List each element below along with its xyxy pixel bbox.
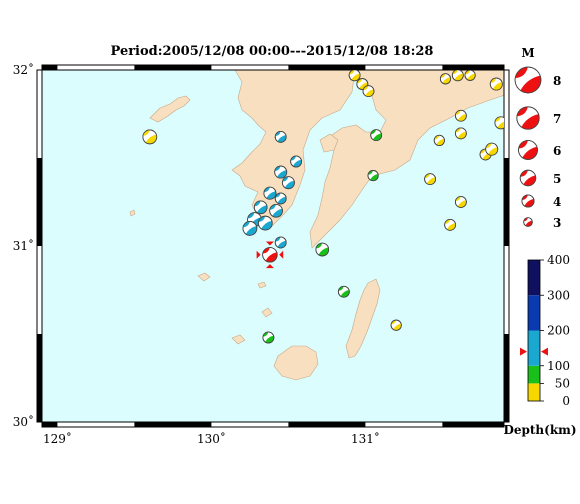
axis-tick-labels: 129˚ 130˚ 131˚ 32˚ 31˚ 30˚ [13, 62, 380, 446]
events-layer [142, 70, 504, 344]
magnitude-legend-symbol [521, 194, 535, 208]
earthquake-event [367, 170, 379, 182]
depth-legend-title: Depth(km) [503, 423, 576, 437]
earthquake-event [454, 196, 467, 208]
event-marker-bottom [265, 264, 274, 269]
magnitude-legend-symbol [523, 217, 533, 227]
earthquake-event [337, 285, 350, 298]
earthquake-event [262, 331, 275, 344]
earthquake-event [362, 85, 375, 98]
earthquake-event [263, 186, 277, 200]
depth-color-segment [528, 383, 540, 401]
small-island-5 [129, 209, 136, 217]
earthquake-event [464, 70, 476, 81]
magnitude-legend-symbol [519, 169, 537, 187]
earthquake-event [390, 319, 402, 331]
depth-indicator-right [541, 347, 548, 356]
earthquake-event [454, 109, 467, 122]
earthquake-event [494, 116, 504, 130]
small-island-3 [231, 334, 246, 345]
earthquake-event [315, 242, 330, 257]
earthquake-event [439, 73, 452, 85]
depth-tick-label: 100 [547, 359, 570, 373]
earthquake-event [242, 221, 258, 236]
sakurajima [319, 133, 339, 153]
earthquake-event [370, 129, 383, 142]
yakushima [273, 345, 319, 381]
earthquake-event [281, 176, 295, 190]
earthquake-event [489, 77, 503, 91]
earthquake-event [454, 127, 467, 140]
magnitude-legend-symbol [518, 140, 538, 160]
magnitude-legend-label: 5 [553, 172, 561, 186]
depth-tick-label: 300 [547, 288, 570, 302]
event-marker-top [265, 241, 274, 246]
map-frame [36, 64, 510, 428]
magnitude-legend-title: M [521, 46, 534, 60]
depth-color-segment [528, 260, 540, 296]
depth-color-segment [528, 295, 540, 331]
magnitude-legend-label: 6 [553, 144, 561, 158]
event-marker-right [279, 250, 284, 259]
earthquake-event [451, 70, 464, 82]
earthquake-event [274, 236, 287, 249]
depth-legend: Depth(km) 400 300 200 100 50 0 [503, 253, 576, 437]
magnitude-legend-symbol [516, 106, 540, 130]
depth-indicator-left [520, 347, 527, 356]
lon-tick-label: 129˚ [43, 431, 72, 446]
lat-tick-label: 31˚ [13, 238, 34, 253]
earthquake-event [274, 165, 288, 179]
earthquake-event [274, 192, 287, 205]
earthquake-event [253, 200, 268, 215]
depth-tick-label: 50 [555, 376, 570, 390]
magnitude-legend-symbol [514, 66, 542, 94]
earthquake-event [348, 70, 361, 82]
small-island-4 [261, 307, 273, 318]
earthquake-event [444, 218, 457, 231]
magnitude-legend-label: 8 [553, 74, 561, 88]
magnitude-legend-label: 4 [553, 195, 561, 209]
lat-tick-label: 32˚ [13, 62, 34, 77]
current-earthquake-event [262, 247, 278, 263]
depth-tick-label: 200 [547, 324, 570, 338]
lat-tick-label: 30˚ [13, 414, 34, 429]
magnitude-legend-label: 7 [553, 112, 561, 126]
small-island-2 [257, 281, 267, 289]
earthquake-event [290, 155, 303, 168]
satsuma-peninsula [231, 70, 356, 227]
koshikijima [149, 95, 191, 123]
small-island-1 [197, 272, 211, 282]
tanegashima [345, 278, 381, 359]
earthquake-event [269, 204, 283, 218]
magnitude-legend-label: 3 [553, 216, 561, 230]
earthquake-event [142, 129, 158, 145]
earthquake-event [424, 173, 436, 186]
lon-tick-label: 130˚ [197, 431, 226, 446]
depth-color-segment [528, 365, 540, 384]
earthquake-event [257, 215, 273, 231]
earthquake-event [274, 130, 287, 143]
lon-tick-label: 131˚ [351, 431, 380, 446]
magnitude-legend: M 8 7 6 5 4 3 [514, 46, 561, 230]
earthquake-event [433, 134, 445, 146]
depth-color-segment [528, 330, 540, 366]
event-marker-left [256, 250, 261, 259]
depth-tick-label: 0 [562, 394, 570, 408]
map-title: Period:2005/12/08 00:00---2015/12/08 18:… [111, 44, 434, 59]
depth-tick-label: 400 [547, 253, 570, 267]
earthquake-event [485, 142, 499, 156]
